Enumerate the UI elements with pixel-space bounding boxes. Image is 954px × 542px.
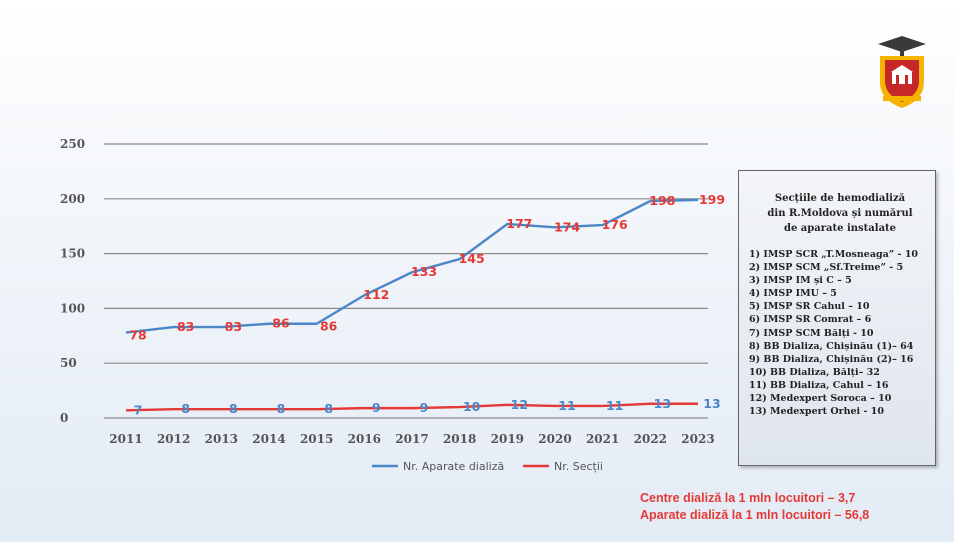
list-item: 11) BB Dializa, Cahul – 16 — [749, 379, 889, 391]
list-item: 7) IMSP SCM Bălți - 10 — [749, 327, 874, 339]
x-tick-label: 2011 — [109, 432, 142, 446]
data-label: 133 — [411, 264, 437, 279]
data-label: 10 — [463, 399, 481, 414]
legend-label: Nr. Aparate dializă — [403, 460, 504, 473]
x-tick-label: 2013 — [205, 432, 238, 446]
series-line — [125, 402, 698, 412]
data-label: 13 — [654, 396, 671, 411]
data-label: 78 — [129, 328, 146, 343]
x-tick-label: 2016 — [348, 432, 381, 446]
data-label: 112 — [363, 287, 389, 302]
x-tick-label: 2017 — [395, 432, 428, 446]
university-crest-icon — [878, 36, 926, 108]
y-tick-label: 200 — [60, 192, 85, 206]
x-tick-label: 2023 — [681, 432, 714, 446]
x-tick-label: 2022 — [634, 432, 667, 446]
y-tick-label: 150 — [60, 247, 85, 261]
x-tick-label: 2018 — [443, 432, 476, 446]
info-title-line: de aparate instalate — [783, 223, 897, 234]
info-title-line: Secțiile de hemodializă — [774, 193, 906, 204]
data-label: 83 — [225, 319, 242, 334]
data-label: 198 — [649, 193, 675, 208]
data-label: 145 — [459, 251, 485, 266]
data-label: 9 — [372, 400, 381, 415]
data-label: 9 — [420, 400, 429, 415]
data-label: 8 — [229, 401, 238, 416]
x-tick-label: 2014 — [252, 432, 285, 446]
list-item: 2) IMSP SCM „Sf.Treime” - 5 — [749, 262, 904, 274]
data-label: 11 — [558, 398, 575, 413]
y-tick-label: 250 — [60, 137, 85, 151]
info-title-line: din R.Moldova și numărul — [767, 208, 913, 219]
data-label: 12 — [511, 397, 528, 412]
data-label: 86 — [320, 319, 338, 334]
x-tick-label: 2019 — [491, 432, 524, 446]
list-item: 9) BB Dializa, Chișinău (2)– 16 — [749, 353, 914, 365]
data-label: 177 — [506, 216, 532, 231]
x-tick-label: 2021 — [586, 432, 619, 446]
legend: Nr. Aparate dializă Nr. Secții — [372, 460, 603, 473]
y-tick-label: 100 — [60, 301, 85, 315]
data-label: 13 — [703, 396, 720, 411]
hemodialysis-sections-box: Secțiile de hemodializă din R.Moldova și… — [738, 170, 936, 466]
data-label: 7 — [134, 402, 143, 417]
y-axis-ticks: 0 50 100 150 200 250 — [60, 137, 85, 425]
data-label: 174 — [554, 219, 580, 234]
data-label: 8 — [324, 401, 333, 416]
series-lines — [125, 198, 699, 412]
x-tick-label: 2015 — [300, 432, 333, 446]
dialysis-centers-stat: Centre dializă la 1 mln locuitori – 3,7 — [640, 491, 856, 505]
y-tick-label: 0 — [60, 411, 68, 425]
list-item: 5) IMSP SR Cahul – 10 — [749, 301, 870, 313]
list-item: 10) BB Dializa, Bălți– 32 — [749, 366, 880, 378]
x-axis-ticks: 2011 2012 2013 2014 2015 2016 2017 2018 2019 2020… — [109, 432, 714, 446]
data-label: 8 — [181, 401, 190, 416]
legend-label: Nr. Secții — [554, 460, 603, 473]
data-label: 11 — [606, 398, 623, 413]
dialysis-devices-stat: Aparate dializă la 1 mln locuitori – 56,… — [640, 508, 870, 522]
list-item: 8) BB Dializa, Chișinău (1)– 64 — [749, 340, 914, 352]
list-item: 6) IMSP SR Comrat – 6 — [749, 314, 872, 326]
list-item: 1) IMSP SCR „T.Mosneaga” - 10 — [749, 249, 919, 260]
data-label: 8 — [277, 401, 286, 416]
data-label: 199 — [699, 192, 725, 207]
data-label: 83 — [177, 319, 194, 334]
x-tick-label: 2020 — [538, 432, 571, 446]
list-item: 13) Medexpert Orhei - 10 — [749, 406, 884, 418]
series-line — [125, 198, 699, 334]
list-item: 3) IMSP IM și C – 5 — [749, 275, 852, 287]
sections-list: 1) IMSP SCR „T.Mosneaga” - 10 2) IMSP SC… — [749, 248, 931, 418]
data-label: 86 — [272, 316, 290, 331]
y-tick-label: 50 — [60, 356, 77, 370]
list-item: 12) Medexpert Soroca – 10 — [749, 393, 892, 405]
info-box-title: Secțiile de hemodializă din R.Moldova și… — [749, 191, 931, 236]
gridlines — [104, 143, 708, 419]
list-item: 4) IMSP IMU – 5 — [749, 288, 837, 300]
x-tick-label: 2012 — [157, 432, 190, 446]
data-label: 176 — [602, 217, 628, 232]
